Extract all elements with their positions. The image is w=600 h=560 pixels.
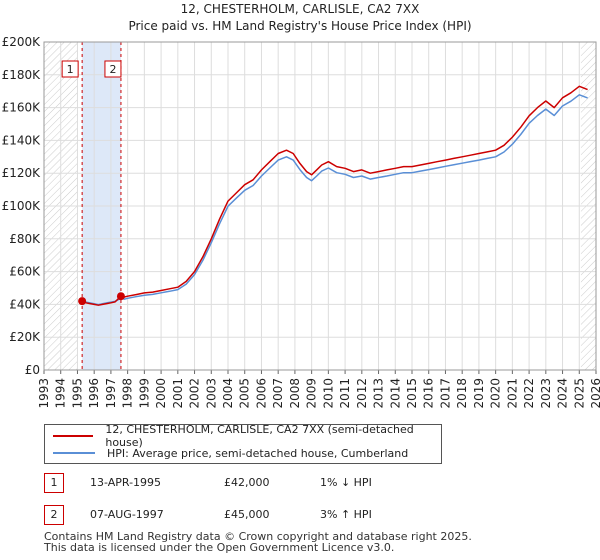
x-tick-label: 2000 (154, 378, 168, 409)
y-tick-label: £80K (9, 232, 41, 246)
x-tick-label: 2008 (288, 378, 302, 409)
y-tick-label: £100K (2, 199, 42, 213)
x-tick-label: 2012 (355, 378, 369, 409)
x-tick-label: 2001 (171, 378, 185, 409)
sale-label-text: 2 (109, 63, 116, 76)
sale-label-text: 1 (67, 63, 74, 76)
sale-marker-badge: 1 (44, 473, 64, 493)
series-line-hpi (81, 94, 588, 306)
x-tick-label: 1997 (104, 378, 118, 409)
x-tick-label: 2016 (422, 378, 436, 409)
x-tick-label: 1996 (87, 378, 101, 409)
x-tick-label: 2018 (455, 378, 469, 409)
sale-price: £42,000 (224, 476, 270, 489)
x-tick-label: 2026 (589, 378, 600, 409)
y-tick-label: £20K (9, 330, 41, 344)
plot-border (43, 41, 597, 371)
legend: 12, CHESTERHOLM, CARLISLE, CA2 7XX (semi… (44, 423, 442, 464)
sale-marker-badge: 2 (44, 505, 64, 525)
footer-licence: This data is licensed under the Open Gov… (44, 541, 395, 554)
footer-copyright: Contains HM Land Registry data © Crown c… (44, 530, 472, 543)
sale-hpi-diff: 1% ↓ HPI (320, 476, 372, 489)
x-tick-label: 2007 (271, 378, 285, 409)
legend-item-property: 12, CHESTERHOLM, CARLISLE, CA2 7XX (semi… (53, 423, 441, 449)
x-tick-label: 1995 (70, 378, 84, 409)
sale-label-box (104, 60, 122, 78)
legend-label-property: 12, CHESTERHOLM, CARLISLE, CA2 7XX (semi… (105, 423, 414, 449)
x-tick-label: 1998 (121, 378, 135, 409)
x-tick-label: 2023 (539, 378, 553, 409)
y-tick-label: £40K (9, 297, 41, 311)
x-tick-label: 2024 (556, 378, 570, 409)
x-tick-label: 1999 (137, 378, 151, 409)
x-tick-label: 1994 (54, 378, 68, 409)
sale-point (116, 292, 125, 301)
x-tick-label: 1993 (37, 378, 51, 409)
x-tick-label: 2020 (489, 378, 503, 409)
y-tick-label: £0 (25, 363, 40, 377)
chart-subtitle: Price paid vs. HM Land Registry's House … (128, 19, 472, 33)
x-tick-label: 2017 (438, 378, 452, 409)
sale-date: 07-AUG-1997 (90, 508, 164, 521)
x-tick-label: 2014 (388, 378, 402, 409)
x-tick-label: 2003 (204, 378, 218, 409)
x-tick-label: 2006 (254, 378, 268, 409)
legend-label-hpi: HPI: Average price, semi-detached house,… (107, 446, 409, 460)
legend-item-hpi: HPI: Average price, semi-detached house,… (53, 445, 408, 461)
chart-title: 12, CHESTERHOLM, CARLISLE, CA2 7XX (180, 2, 420, 16)
sale-point (78, 297, 87, 306)
sale-hpi-diff: 3% ↑ HPI (320, 508, 372, 521)
legend-swatch-hpi (53, 452, 95, 454)
x-tick-label: 2009 (305, 378, 319, 409)
y-tick-label: £200K (2, 35, 42, 49)
price-chart: £0 £20K £40K £60K £80K £100K £120K £140K £160K £1… (2, 35, 600, 409)
y-tick-label: £180K (2, 68, 42, 82)
sale-price: £45,000 (224, 508, 270, 521)
x-tick-label: 2005 (238, 378, 252, 409)
x-tick-label: 2010 (321, 378, 335, 409)
y-tick-label: £160K (2, 101, 42, 115)
legend-swatch-property (53, 435, 94, 437)
x-tick-label: 2011 (338, 378, 352, 409)
x-tick-label: 2019 (472, 378, 486, 409)
x-tick-label: 2022 (522, 378, 536, 409)
y-tick-label: £120K (2, 166, 42, 180)
y-tick-label: £60K (9, 265, 41, 279)
sale-date: 13-APR-1995 (90, 476, 162, 489)
x-tick-label: 2015 (405, 378, 419, 409)
x-tick-label: 2002 (188, 378, 202, 409)
sale-label-box (61, 60, 79, 78)
series-line-property (81, 85, 588, 306)
footer: Contains HM Land Registry data © Crown c… (44, 531, 472, 553)
x-tick-label: 2004 (221, 378, 235, 409)
x-tick-label: 2021 (505, 378, 519, 409)
x-tick-label: 2025 (572, 378, 586, 409)
y-tick-label: £140K (2, 133, 42, 147)
x-tick-label: 2013 (372, 378, 386, 409)
